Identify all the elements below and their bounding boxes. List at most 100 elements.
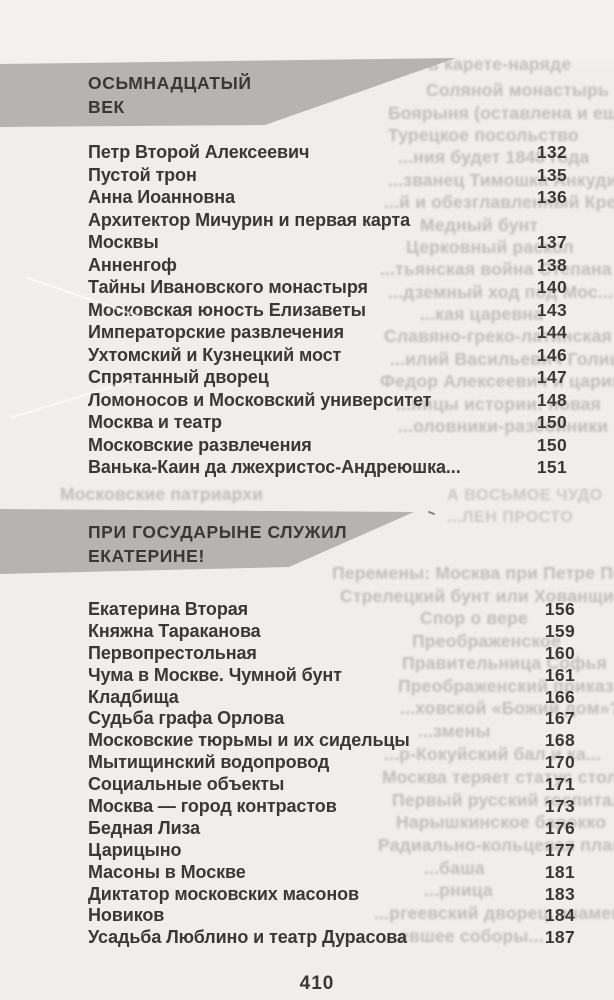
toc-entry-title: Москвы [88, 232, 159, 252]
toc-entry-page-number: 170 [544, 752, 575, 773]
toc-entry: Тайны Ивановского монастыря 140 [0, 276, 614, 299]
toc-entry-title: Петр Второй Алексеевич [88, 142, 310, 162]
toc-entry-title: Княжна Тараканова [88, 620, 261, 641]
bleedthrough-line: Радиально-кольцевая планировка [378, 835, 614, 855]
toc-entry: Ванька-Каин да лжехристос-Андреюшка... 1… [0, 456, 614, 479]
toc-entry-title: Судьба графа Орлова [88, 708, 285, 729]
toc-entry-page-number: 177 [544, 839, 575, 860]
bleedthrough-line: Славяно-греко-латинская ак... [384, 326, 614, 346]
toc-entry: Анна Иоанновна 136 [0, 186, 614, 209]
toc-entry-title: Тайны Ивановского монастыря [88, 277, 368, 297]
toc-entry-title: Московские развлечения [88, 434, 312, 455]
toc-entry-title: Московские тюрьмы и их сидельцы [88, 730, 410, 751]
toc-entry-page-number: 161 [544, 664, 575, 685]
bleedthrough-line: ...дземный ход под Мос... [388, 282, 614, 302]
toc-entry-title: Екатерина Вторая [88, 599, 249, 619]
toc-entry-page-number: 148 [536, 389, 567, 410]
bleedthrough-line: Церковный раскол [406, 237, 574, 257]
toc-entry-title: Мытищинский водопровод [88, 752, 330, 773]
toc-entry: Ломоносов и Московский университет 148 [0, 389, 614, 412]
toc-entry-title: Первопрестольная [88, 642, 257, 663]
bleedthrough-line: ...оловники-разбойники [398, 416, 609, 436]
toc-entry: Судьба графа Орлова 167 [0, 707, 614, 729]
toc-entry-page-number: 187 [544, 927, 575, 948]
toc-entry-page-number: 173 [544, 796, 575, 817]
toc-entry-page-number: 143 [536, 299, 567, 320]
bleedthrough-line: Первый русский госпиталь [392, 790, 614, 810]
toc-entry: Анненгоф 138 [0, 254, 614, 277]
bleedthrough-line: Медный бунт [420, 215, 539, 235]
toc-entry-page-number: 135 [536, 164, 567, 185]
toc-entry-title: Чума в Москве. Чумной бунт [88, 664, 342, 685]
toc-entry-title: Царицыно [88, 839, 182, 860]
toc-entry-page-number: 184 [544, 905, 575, 926]
bleedthrough-line: Нарышкинское барокко [396, 812, 607, 832]
bleedthrough-line: Москва теряет статус столицы [382, 767, 614, 787]
toc-entry-page-number: 156 [544, 599, 575, 619]
toc-entry-page-number: 150 [536, 434, 567, 455]
toc-entry: Москва и театр 150 [0, 411, 614, 434]
toc-entry-title: Новиков [88, 905, 165, 926]
toc-entry-page-number: 181 [544, 861, 575, 882]
bleedthrough-line: Правительница Софья [402, 653, 607, 673]
bleedthrough-line: Федор Алексеевич и царица Агафья [380, 371, 614, 391]
toc-entry: Пустой трон 135 [0, 164, 614, 187]
toc-entry-page-number: 176 [544, 817, 575, 838]
toc-entry-title: Ухтомский и Кузнецкий мост [88, 344, 342, 365]
section-heading: ОСЬМНАДЦАТЫЙ ВЕК [0, 58, 456, 119]
toc-entry-title: Спрятанный дворец [88, 367, 269, 387]
bleedthrough-line: Преображенское [412, 631, 561, 651]
section-banner-catherine: ПРИ ГОСУДАРЫНЕ СЛУЖИЛ ЕКАТЕРИНЕ! [0, 509, 414, 574]
bleedthrough-line: ...ния будет 1848 года [398, 147, 590, 167]
bleedthrough-line: ...илий Васильевич Голицын [390, 349, 614, 369]
bleedthrough-line: Перемены: Москва при Петре Пе... [332, 563, 614, 583]
toc-entry-title: Кладбища [88, 686, 179, 707]
toc-entry-title: Ванька-Каин да лжехристос-Андреюшка... [88, 457, 461, 477]
bleedthrough-line: ...змены [418, 721, 491, 741]
toc-entry: Княжна Тараканова 159 [0, 620, 614, 642]
toc-entry-page-number: 144 [536, 322, 567, 342]
toc-entry-page-number: 138 [536, 254, 567, 275]
toc-entry-title: Московская юность Елизаветы [88, 299, 366, 320]
toc-entry: Царицыно 177 [0, 839, 614, 861]
toc-entry: Московские развлечения 150 [0, 434, 614, 457]
toc-entry: Екатерина Вторая 156 [0, 598, 614, 620]
bleedthrough-line: ...баша [424, 858, 485, 878]
toc-entry-title: Бедная Лиза [88, 817, 201, 838]
toc-entry: Усадьба Люблино и театр Дурасова 187 [0, 926, 614, 948]
toc-entry-title: Усадьба Люблино и театр Дурасова [88, 927, 407, 948]
toc-entry: Архитектор Мичурин и первая карта [0, 209, 614, 232]
toc-entry-title: Социальные объекты [88, 774, 285, 795]
toc-entry-title: Архитектор Мичурин и первая карта [88, 209, 411, 230]
bleedthrough-line: Стрелецкий бунт или Хованщина [340, 586, 614, 606]
toc-entry: Московская юность Елизаветы 143 [0, 299, 614, 322]
toc-entry-page-number: 147 [536, 367, 567, 387]
toc-entry-page-number: 137 [536, 232, 567, 252]
bleedthrough-line: Боярыня (оставлена и еще о... [388, 103, 614, 123]
toc-entry-page-number: 171 [544, 774, 575, 795]
bleedthrough-line: в карете-наряде [428, 54, 572, 74]
bleedthrough-line: ...й и обезглавленный Кремль [384, 192, 614, 212]
section-heading-line: ОСЬМНАДЦАТЫЙ [88, 73, 252, 93]
toc-entry-page-number: 150 [536, 412, 567, 432]
toc-entry: Петр Второй Алексеевич 132 [0, 141, 614, 164]
bleedthrough-line: ...званец Тимошка Анкудинов [388, 170, 614, 190]
toc-entry-title: Анна Иоанновна [88, 187, 235, 207]
toc-entry: Диктатор московских масонов 183 [0, 883, 614, 905]
bleedthrough-line: Московские патриархи [60, 484, 264, 504]
toc-entry-page-number: 151 [536, 457, 567, 477]
toc-entry: Москва — город контрастов 173 [0, 795, 614, 817]
toc-entry: Социальные объекты 171 [0, 773, 614, 795]
toc-entry-page-number: 166 [544, 686, 575, 707]
toc-entry-title: Императорские развлечения [88, 322, 344, 342]
bleedthrough-line: ...ргеевский дворец, знаменитый осн... [374, 903, 614, 923]
section-heading-line: ЕКАТЕРИНЕ! [88, 546, 205, 566]
toc-section-catherine: Екатерина Вторая 156 Княжна Тараканова 1… [0, 598, 614, 948]
toc-entry-title: Москва и театр [88, 412, 222, 432]
toc-entry-title: Диктатор московских масонов [88, 883, 359, 904]
section-heading: ПРИ ГОСУДАРЫНЕ СЛУЖИЛ ЕКАТЕРИНЕ! [0, 509, 414, 568]
bleedthrough-line: ...ховской «Божий дом»? [400, 698, 614, 718]
bleedthrough-line: Соляной монастырь [426, 80, 609, 100]
section-heading-line: ВЕК [88, 97, 125, 117]
